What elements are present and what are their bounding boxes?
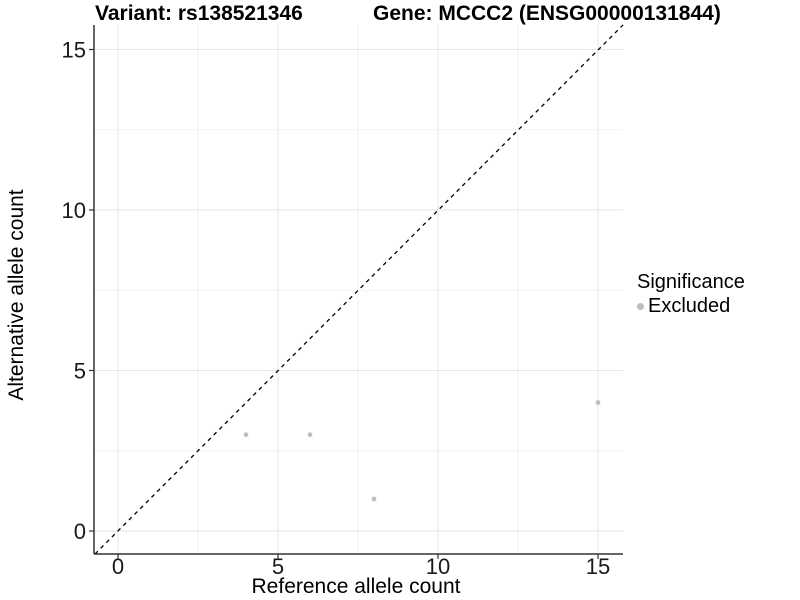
- identity-line: [94, 24, 624, 555]
- y-tick-label: 0: [74, 519, 86, 544]
- y-axis-title: Alternative allele count: [5, 189, 28, 401]
- plot-title-variant: Variant: rs138521346: [95, 2, 303, 25]
- y-tick-label: 5: [74, 359, 86, 384]
- data-point: [371, 496, 377, 502]
- data-point: [307, 432, 313, 438]
- data-point: [595, 400, 601, 405]
- circle-icon: [637, 303, 644, 310]
- legend-item-label: Excluded: [648, 295, 731, 317]
- y-tick-label: 15: [62, 38, 86, 63]
- x-tick-label: 5: [272, 554, 284, 579]
- x-tick-label: 15: [586, 554, 610, 579]
- data-point: [243, 432, 249, 438]
- legend-title: Significance: [637, 271, 745, 293]
- legend: Significance Excluded: [637, 271, 745, 318]
- y-tick-label: 10: [62, 198, 86, 223]
- x-tick-label: 0: [112, 554, 124, 579]
- plot-title-gene: Gene: MCCC2 (ENSG00000131844): [373, 2, 721, 25]
- legend-item-excluded: Excluded: [637, 295, 745, 318]
- x-tick-label: 10: [426, 554, 450, 579]
- x-axis-title: Reference allele count: [251, 575, 461, 598]
